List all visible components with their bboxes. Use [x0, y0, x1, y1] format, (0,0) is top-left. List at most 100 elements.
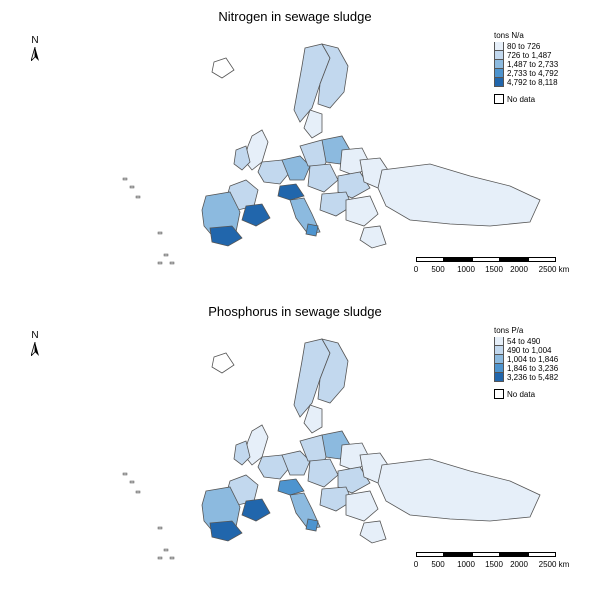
north-arrow-icon	[31, 47, 39, 61]
scale-label: 2500 km	[538, 265, 570, 274]
map-region	[337, 171, 371, 199]
scale-bar: 0 500 1000 1500 2000 2500 km	[414, 257, 569, 281]
legend-item: 1,487 to 2,733	[494, 60, 590, 69]
scale-label: 1500	[485, 560, 503, 569]
map-title: Phosphorus in sewage sludge	[208, 304, 382, 319]
map-region	[233, 145, 251, 171]
island-region	[157, 556, 163, 560]
scale-segment	[444, 257, 472, 262]
map-region	[307, 163, 339, 193]
map-region	[209, 225, 243, 247]
legend-item: 726 to 1,487	[494, 51, 590, 60]
legend-label: 4,792 to 8,118	[507, 78, 558, 87]
legend-title: tons P/a	[494, 326, 524, 335]
legend-label: 1,487 to 2,733	[507, 60, 559, 69]
island-region	[135, 490, 141, 494]
map-legend: tons P/a 54 to 490 490 to 1,004 1,004 to…	[494, 326, 590, 399]
map-region	[317, 43, 349, 109]
legend-label: 80 to 726	[507, 42, 541, 51]
north-arrow: N	[29, 36, 41, 64]
legend-nodata: No data	[494, 389, 590, 399]
north-label: N	[31, 35, 39, 46]
legend-label: 54 to 490	[507, 337, 541, 346]
map-region	[305, 518, 319, 532]
map-region	[377, 458, 541, 522]
legend-item: 1,846 to 3,236	[494, 364, 590, 373]
map-region	[243, 424, 269, 466]
nodata-swatch	[494, 389, 504, 399]
scale-segment	[472, 552, 500, 557]
map-legend: tons N/a 80 to 726 726 to 1,487 1,487 to…	[494, 31, 590, 104]
legend-label: 1,004 to 1,846	[507, 355, 559, 364]
map-region	[359, 225, 387, 249]
legend-swatch	[494, 42, 504, 51]
island-region	[129, 185, 135, 189]
island-region	[169, 261, 175, 265]
island-region	[157, 231, 163, 235]
map-region	[243, 129, 269, 171]
scale-label: 0	[413, 560, 419, 569]
scale-segment	[472, 257, 500, 262]
scale-labels: 0 500 1000 1500 2000 2500 km	[413, 265, 570, 277]
legend-label: 3,236 to 5,482	[507, 373, 559, 382]
scale-label: 500	[431, 265, 445, 274]
nodata-swatch	[494, 94, 504, 104]
map-region	[377, 163, 541, 227]
legend-label: 726 to 1,487	[507, 51, 552, 60]
europe-map	[122, 338, 541, 560]
scale-segment	[444, 552, 472, 557]
map-region	[317, 338, 349, 404]
island-region	[122, 472, 128, 476]
scale-segment	[500, 552, 528, 557]
scale-segment	[416, 552, 444, 557]
map-region	[307, 458, 339, 488]
legend-item: 2,733 to 4,792	[494, 69, 590, 78]
scale-label: 2000	[510, 265, 528, 274]
phosphorus-map-panel: Phosphorus in sewage sludge N tons P/a 5…	[0, 295, 590, 590]
scale-label: 2000	[510, 560, 528, 569]
north-arrow-icon	[31, 342, 39, 356]
scale-segment	[500, 257, 528, 262]
scale-segment	[416, 257, 444, 262]
legend-label: 490 to 1,004	[507, 346, 552, 355]
map-region	[319, 486, 353, 512]
legend-item: 490 to 1,004	[494, 346, 590, 355]
scale-label: 1000	[457, 560, 475, 569]
scale-segment	[528, 257, 556, 262]
legend-item: 1,004 to 1,846	[494, 355, 590, 364]
map-region	[337, 466, 371, 494]
map-region	[281, 155, 311, 181]
scale-label: 1000	[457, 265, 475, 274]
scale-labels: 0 500 1000 1500 2000 2500 km	[413, 560, 570, 572]
map-region	[359, 520, 387, 544]
legend-item: 3,236 to 5,482	[494, 373, 590, 382]
map-region	[211, 57, 235, 79]
legend-swatch	[494, 355, 504, 364]
scale-bar: 0 500 1000 1500 2000 2500 km	[414, 552, 569, 576]
island-region	[157, 526, 163, 530]
scale-label: 0	[413, 265, 419, 274]
north-arrow: N	[29, 331, 41, 359]
scale-label: 500	[431, 560, 445, 569]
island-region	[163, 548, 169, 552]
nitrogen-map-panel: Nitrogen in sewage sludge N tons N/a 80 …	[29, 9, 590, 281]
scale-label: 1500	[485, 265, 503, 274]
legend-item: 80 to 726	[494, 42, 590, 51]
map-region	[303, 109, 323, 139]
map-region	[277, 183, 305, 201]
scale-label: 2500 km	[538, 560, 570, 569]
map-region	[319, 191, 353, 217]
map-region	[345, 195, 379, 227]
legend-title: tons N/a	[494, 31, 524, 40]
legend-label: 1,846 to 3,236	[507, 364, 559, 373]
map-region	[303, 404, 323, 434]
legend-label: 2,733 to 4,792	[507, 69, 559, 78]
legend-swatch	[494, 51, 504, 60]
scale-segment	[528, 552, 556, 557]
island-region	[129, 480, 135, 484]
island-region	[135, 195, 141, 199]
legend-swatch	[494, 346, 504, 355]
map-region	[209, 520, 243, 542]
legend-item: 54 to 490	[494, 337, 590, 346]
legend-swatch	[494, 78, 504, 87]
